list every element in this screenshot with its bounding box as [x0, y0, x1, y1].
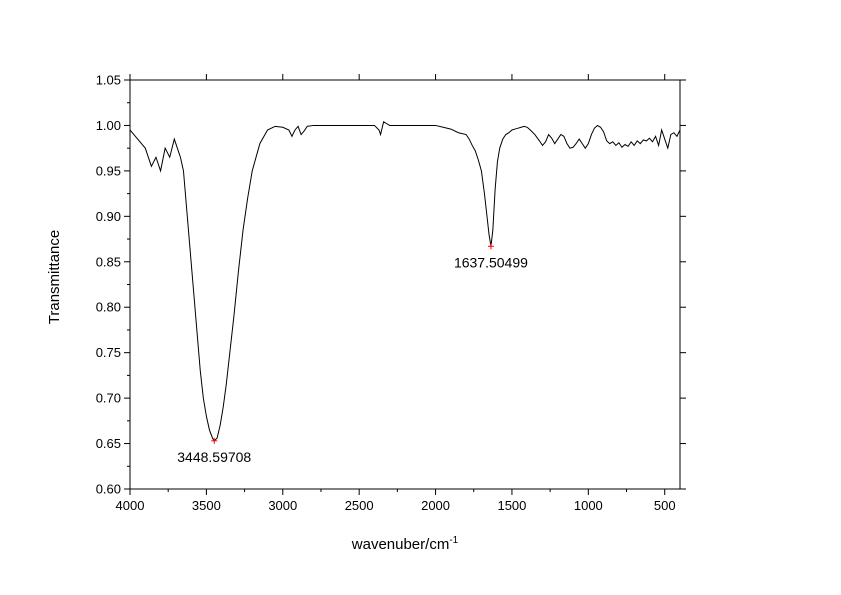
spectrum-line [129, 121, 681, 442]
x-tick-label: 4000 [116, 498, 145, 513]
x-axis-title-main: wavenuber/cm [351, 536, 450, 553]
y-tick-label: 0.70 [96, 391, 121, 406]
x-tick-label: 3000 [268, 498, 297, 513]
y-axis-ticks: 0.60 0.65 0.70 0.75 0.80 0.85 0.90 0.95 1.00 1.05 [96, 73, 686, 497]
y-tick-label: 0.80 [96, 300, 121, 315]
x-axis-ticks: 4000 3500 3000 2500 2000 1500 1000 500 [116, 74, 676, 513]
x-tick-label: 2500 [345, 498, 374, 513]
x-tick-label: 3500 [192, 498, 221, 513]
y-tick-label: 0.85 [96, 254, 121, 269]
y-tick-label: 0.75 [96, 345, 121, 360]
y-axis-title: Transmittance [46, 230, 63, 324]
peak-label: 3448.59708 [177, 449, 251, 465]
y-tick-label: 1.05 [96, 73, 121, 88]
y-tick-label: 0.95 [96, 163, 121, 178]
x-tick-label: 1500 [497, 498, 526, 513]
x-axis-title: wavenuber/cm-1 [351, 535, 459, 553]
x-tick-label: 500 [654, 498, 676, 513]
x-tick-label: 1000 [574, 498, 603, 513]
peak-label: 1637.50499 [454, 254, 528, 270]
x-axis-title-superscript: -1 [449, 535, 458, 546]
plot-frame [129, 79, 681, 490]
x-tick-label: 2000 [421, 498, 450, 513]
peak-annotations: 3448.59708 1637.50499 [177, 243, 528, 465]
y-tick-label: 1.00 [96, 118, 121, 133]
y-tick-label: 0.90 [96, 209, 121, 224]
y-tick-label: 0.65 [96, 436, 121, 451]
y-tick-label: 0.60 [96, 482, 121, 497]
